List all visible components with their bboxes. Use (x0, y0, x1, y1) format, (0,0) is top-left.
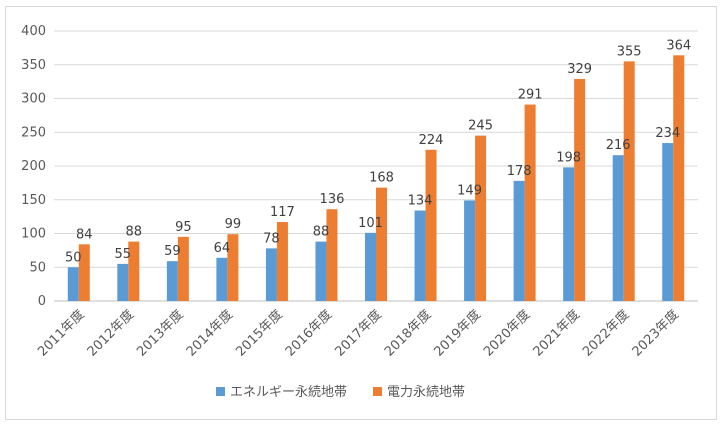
data-label-electricity: 99 (225, 217, 242, 232)
data-label-energy: 88 (313, 225, 330, 240)
data-label-electricity: 84 (76, 227, 93, 242)
y-tick-label: 50 (29, 260, 46, 275)
legend-label-energy: エネルギー永続地帯 (230, 385, 347, 400)
bar-energy (513, 180, 525, 301)
bar-electricity (623, 61, 635, 301)
y-tick-label: 250 (21, 125, 46, 140)
y-axis: 0 50 100 150 200 250 300 350 400 (21, 24, 46, 309)
data-label-energy: 64 (214, 241, 231, 256)
bar-electricity (326, 209, 338, 301)
data-label-electricity: 329 (567, 62, 592, 77)
data-label-electricity: 88 (126, 225, 143, 240)
x-axis: 2011年度2012年度2013年度2014年度2015年度2016年度2017… (34, 307, 682, 360)
x-tick-label: 2015年度 (233, 307, 286, 360)
data-label-energy: 149 (457, 183, 482, 198)
bar-energy (315, 241, 327, 301)
data-label-energy: 178 (507, 164, 532, 179)
bar-energy (612, 155, 624, 301)
x-tick-label: 2013年度 (134, 307, 187, 360)
bars (67, 55, 685, 301)
x-tick-label: 2012年度 (84, 307, 137, 360)
bar-energy (464, 200, 476, 301)
x-tick-label: 2018年度 (381, 307, 434, 360)
bar-electricity (128, 241, 140, 301)
data-label-electricity: 168 (369, 171, 394, 186)
data-label-electricity: 355 (617, 44, 642, 59)
y-tick-label: 300 (21, 92, 46, 107)
bar-electricity (475, 135, 487, 301)
x-tick-label: 2014年度 (183, 307, 236, 360)
bar-energy (563, 167, 575, 301)
bar-energy (216, 257, 228, 301)
y-tick-label: 150 (21, 193, 46, 208)
x-tick-label: 2017年度 (332, 307, 385, 360)
bar-energy (166, 261, 178, 301)
bar-energy (365, 232, 376, 301)
bar-energy (265, 248, 277, 301)
data-label-energy: 101 (358, 216, 383, 231)
data-label-energy: 234 (655, 126, 680, 141)
data-label-electricity: 136 (320, 192, 345, 207)
bar-electricity (78, 244, 90, 301)
y-tick-label: 100 (21, 227, 46, 242)
bar-electricity (276, 222, 288, 301)
data-label-energy: 55 (115, 247, 132, 262)
bar-electricity (227, 234, 239, 301)
bar-energy (662, 143, 674, 301)
y-tick-label: 0 (38, 294, 46, 309)
y-tick-label: 400 (21, 24, 46, 39)
x-tick-label: 2019年度 (431, 307, 484, 360)
y-tick-label: 350 (21, 58, 46, 73)
bar-electricity (425, 149, 437, 301)
x-tick-label: 2016年度 (282, 307, 335, 360)
bar-electricity (574, 78, 586, 301)
legend-label-electricity: 電力永続地帯 (387, 385, 465, 400)
data-label-electricity: 224 (419, 133, 444, 148)
data-label-energy: 59 (164, 244, 181, 259)
data-label-energy: 134 (408, 194, 433, 209)
x-tick-label: 2020年度 (480, 307, 533, 360)
bar-energy (414, 210, 426, 301)
data-label-electricity: 245 (468, 119, 493, 134)
data-label-energy: 50 (65, 250, 82, 265)
y-tick-label: 200 (21, 159, 46, 174)
bar-chart: 0 50 100 150 200 250 300 350 400 50 84 55 88 59 95 64 9… (21, 24, 698, 400)
data-label-electricity: 364 (666, 38, 691, 53)
bar-electricity (524, 104, 536, 301)
gridlines (54, 30, 698, 302)
data-labels: 50 84 55 88 59 95 64 99 78 117 88 136 101 168 134 224 14… (65, 38, 691, 265)
data-label-electricity: 117 (270, 205, 295, 220)
bar-electricity (376, 187, 387, 301)
legend-swatch-electricity (373, 387, 382, 396)
data-label-energy: 216 (606, 138, 631, 153)
data-label-energy: 78 (263, 231, 280, 246)
x-tick-label: 2011年度 (34, 307, 87, 360)
legend: エネルギー永続地帯 電力永続地帯 (216, 385, 465, 400)
x-tick-label: 2021年度 (530, 307, 583, 360)
bar-energy (117, 263, 129, 301)
legend-swatch-energy (216, 387, 225, 396)
bar-electricity (673, 55, 685, 301)
data-label-electricity: 95 (175, 220, 192, 235)
data-label-energy: 198 (556, 150, 581, 165)
bar-energy (67, 267, 79, 301)
x-tick-label: 2023年度 (629, 307, 682, 360)
bar-electricity (177, 236, 189, 301)
x-tick-label: 2022年度 (579, 307, 632, 360)
data-label-electricity: 291 (518, 88, 543, 103)
chart-frame: 0 50 100 150 200 250 300 350 400 50 84 55 88 59 95 64 9… (5, 6, 717, 420)
